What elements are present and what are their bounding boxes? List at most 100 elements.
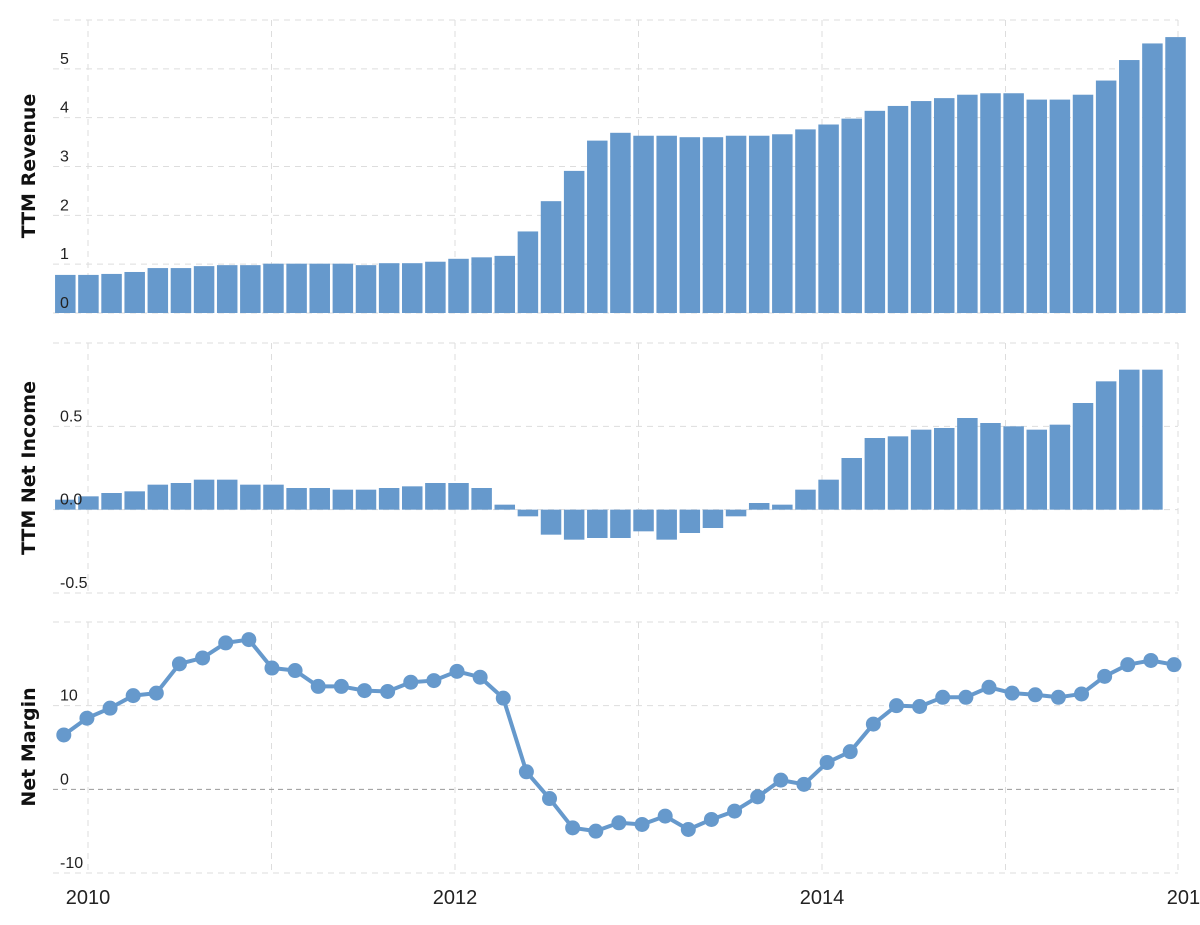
bar[interactable] [517, 509, 539, 517]
bar[interactable] [841, 118, 862, 313]
bar[interactable] [193, 479, 215, 510]
data-point[interactable] [148, 685, 164, 701]
bar[interactable] [887, 105, 909, 314]
data-point[interactable] [264, 660, 280, 676]
bar[interactable] [795, 129, 816, 313]
data-point[interactable] [495, 690, 511, 706]
bar[interactable] [772, 504, 793, 510]
bar[interactable] [378, 263, 400, 313]
data-point[interactable] [356, 683, 372, 699]
data-point[interactable] [1027, 687, 1043, 703]
data-point[interactable] [218, 635, 234, 651]
bar[interactable] [702, 137, 724, 313]
bar[interactable] [1049, 424, 1071, 510]
bar[interactable] [864, 438, 886, 510]
bar[interactable] [748, 135, 770, 313]
bar[interactable] [332, 263, 354, 313]
data-point[interactable] [796, 776, 812, 792]
bar[interactable] [957, 418, 978, 510]
data-point[interactable] [750, 789, 766, 805]
data-point[interactable] [819, 755, 835, 771]
data-point[interactable] [195, 650, 211, 666]
bar[interactable] [1095, 381, 1117, 510]
bar[interactable] [563, 170, 585, 313]
data-point[interactable] [912, 699, 928, 715]
bar[interactable] [124, 491, 145, 510]
bar[interactable] [425, 483, 446, 510]
bar[interactable] [240, 265, 261, 313]
bar[interactable] [563, 509, 585, 540]
bar[interactable] [378, 488, 400, 510]
data-point[interactable] [1004, 685, 1020, 701]
bar[interactable] [286, 263, 307, 313]
bar[interactable] [170, 268, 192, 313]
data-point[interactable] [102, 700, 118, 716]
bar[interactable] [193, 266, 215, 313]
bar[interactable] [55, 274, 76, 313]
bar[interactable] [1049, 99, 1071, 314]
bar[interactable] [355, 489, 377, 510]
bar[interactable] [679, 137, 701, 313]
bar[interactable] [147, 484, 169, 510]
bar[interactable] [355, 265, 377, 313]
bar[interactable] [980, 423, 1001, 510]
bar[interactable] [679, 509, 701, 533]
bar[interactable] [494, 255, 516, 313]
bar[interactable] [101, 493, 122, 510]
bar[interactable] [633, 509, 654, 532]
data-point[interactable] [1074, 686, 1090, 702]
bar[interactable] [933, 98, 955, 313]
data-point[interactable] [565, 820, 581, 836]
bar[interactable] [910, 101, 932, 314]
data-point[interactable] [703, 811, 719, 827]
bar[interactable] [795, 489, 816, 510]
data-point[interactable] [380, 683, 396, 699]
bar[interactable] [772, 134, 793, 313]
bar[interactable] [263, 263, 284, 313]
bar[interactable] [78, 496, 99, 510]
bar[interactable] [471, 488, 492, 510]
bar[interactable] [494, 504, 516, 510]
bar[interactable] [725, 509, 747, 517]
data-point[interactable] [888, 698, 904, 714]
data-point[interactable] [449, 663, 465, 679]
bar[interactable] [587, 140, 608, 313]
bar[interactable] [540, 509, 562, 535]
data-point[interactable] [634, 816, 650, 832]
bar[interactable] [610, 509, 631, 538]
bar[interactable] [332, 489, 354, 510]
bar[interactable] [1119, 60, 1140, 313]
data-point[interactable] [287, 663, 303, 679]
bar[interactable] [1119, 369, 1140, 510]
data-point[interactable] [403, 674, 419, 690]
bar[interactable] [957, 94, 978, 313]
data-point[interactable] [56, 727, 72, 743]
data-point[interactable] [727, 803, 743, 819]
data-point[interactable] [657, 808, 673, 824]
bar[interactable] [910, 429, 932, 510]
bar[interactable] [216, 265, 238, 313]
bar[interactable] [1072, 403, 1094, 510]
data-point[interactable] [842, 744, 858, 760]
bar[interactable] [1026, 429, 1048, 510]
bar[interactable] [610, 132, 631, 313]
bar[interactable] [864, 110, 886, 313]
bar[interactable] [471, 257, 492, 313]
data-point[interactable] [1120, 657, 1136, 673]
bar[interactable] [309, 263, 330, 313]
data-point[interactable] [773, 772, 789, 788]
bar[interactable] [702, 509, 724, 528]
data-point[interactable] [1097, 668, 1113, 684]
data-point[interactable] [241, 632, 257, 648]
data-point[interactable] [1166, 657, 1182, 673]
bar[interactable] [448, 483, 469, 510]
bar[interactable] [170, 483, 192, 510]
data-point[interactable] [611, 815, 627, 831]
data-point[interactable] [680, 821, 696, 837]
bar[interactable] [147, 268, 169, 313]
bar[interactable] [980, 93, 1001, 313]
bar[interactable] [216, 479, 238, 510]
bar[interactable] [448, 258, 469, 313]
bar[interactable] [517, 231, 539, 313]
data-point[interactable] [518, 764, 534, 780]
